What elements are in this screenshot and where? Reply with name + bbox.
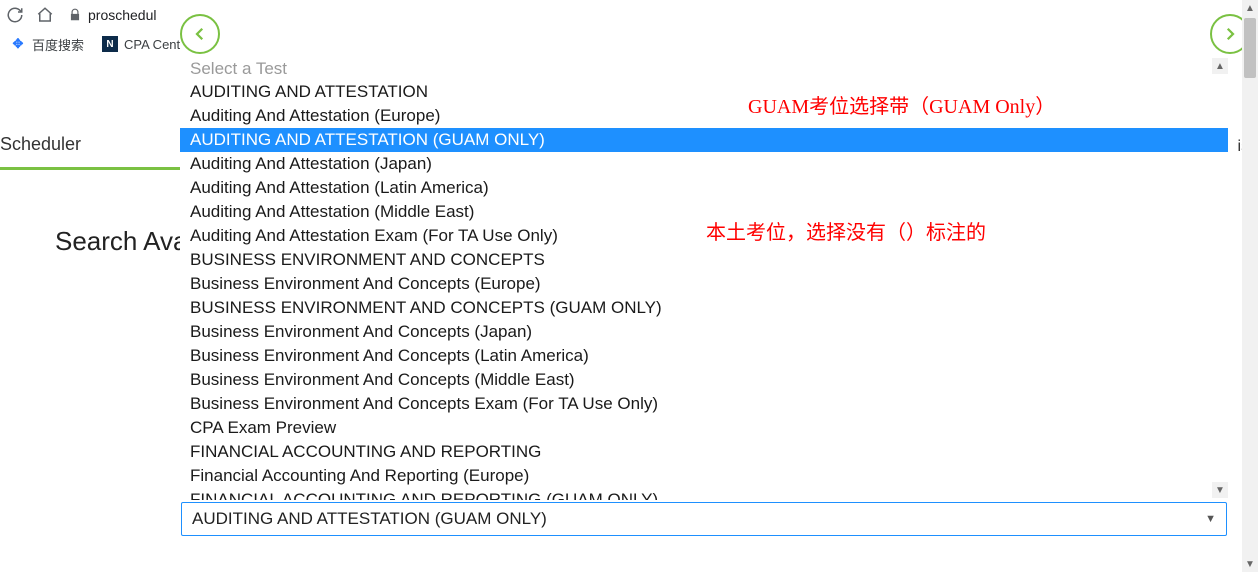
dropdown-option[interactable]: Auditing And Attestation (Middle East) [180,200,1228,224]
scroll-up-icon[interactable]: ▲ [1242,0,1258,16]
dropdown-option[interactable]: AUDITING AND ATTESTATION [180,80,1228,104]
dropdown-placeholder: Select a Test [180,58,1228,80]
left-column: Scheduler [0,116,180,170]
page-title: Scheduler [0,116,180,167]
dropdown-option[interactable]: Auditing And Attestation (Latin America) [180,176,1228,200]
dropdown-option[interactable]: Business Environment And Concepts (Middl… [180,368,1228,392]
dropdown-option[interactable]: CPA Exam Preview [180,416,1228,440]
scroll-thumb[interactable] [1244,18,1256,78]
dropdown-option[interactable]: FINANCIAL ACCOUNTING AND REPORTING [180,440,1228,464]
test-dropdown-list[interactable]: Select a Test AUDITING AND ATTESTATIONAu… [180,58,1228,500]
bookmark-baidu[interactable]: ✥ 百度搜索 [10,35,84,54]
address-bar[interactable]: proschedul [68,7,157,23]
header-underline [0,167,180,170]
dropdown-option[interactable]: Business Environment And Concepts (Japan… [180,320,1228,344]
select-value: AUDITING AND ATTESTATION (GUAM ONLY) [192,509,547,529]
chevron-down-icon: ▼ [1205,513,1216,525]
dropdown-option[interactable]: Auditing And Attestation Exam (For TA Us… [180,224,1228,248]
dropdown-option[interactable]: AUDITING AND ATTESTATION (GUAM ONLY) [180,128,1228,152]
bookmark-label: CPA Cent [124,37,180,52]
search-heading: Search Ava [55,226,188,257]
dropdown-option[interactable]: BUSINESS ENVIRONMENT AND CONCEPTS [180,248,1228,272]
bookmark-label: 百度搜索 [32,35,84,54]
url-text: proschedul [88,7,157,23]
dropdown-scroll-up-icon[interactable]: ▲ [1212,58,1228,74]
dropdown-option[interactable]: Business Environment And Concepts (Europ… [180,272,1228,296]
reload-icon[interactable] [6,6,24,24]
prev-button[interactable] [180,14,220,54]
page-scrollbar[interactable]: ▲ ▼ [1242,0,1258,572]
dropdown-scroll-down-icon[interactable]: ▼ [1212,482,1228,498]
baidu-icon: ✥ [10,36,26,52]
cpa-icon: N [102,36,118,52]
dropdown-option[interactable]: BUSINESS ENVIRONMENT AND CONCEPTS (GUAM … [180,296,1228,320]
bookmark-cpa[interactable]: N CPA Cent [102,36,180,52]
lock-icon [68,8,82,22]
scroll-down-icon[interactable]: ▼ [1242,556,1258,572]
dropdown-option[interactable]: Auditing And Attestation (Europe) [180,104,1228,128]
dropdown-option[interactable]: Business Environment And Concepts (Latin… [180,344,1228,368]
dropdown-options-container: AUDITING AND ATTESTATIONAuditing And Att… [180,80,1228,500]
test-select[interactable]: AUDITING AND ATTESTATION (GUAM ONLY) ▼ [181,502,1227,536]
dropdown-option[interactable]: Business Environment And Concepts Exam (… [180,392,1228,416]
dropdown-option[interactable]: Auditing And Attestation (Japan) [180,152,1228,176]
dropdown-option[interactable]: FINANCIAL ACCOUNTING AND REPORTING (GUAM… [180,488,1228,500]
nav-icon-group [6,6,54,24]
dropdown-option[interactable]: Financial Accounting And Reporting (Euro… [180,464,1228,488]
home-icon[interactable] [36,6,54,24]
